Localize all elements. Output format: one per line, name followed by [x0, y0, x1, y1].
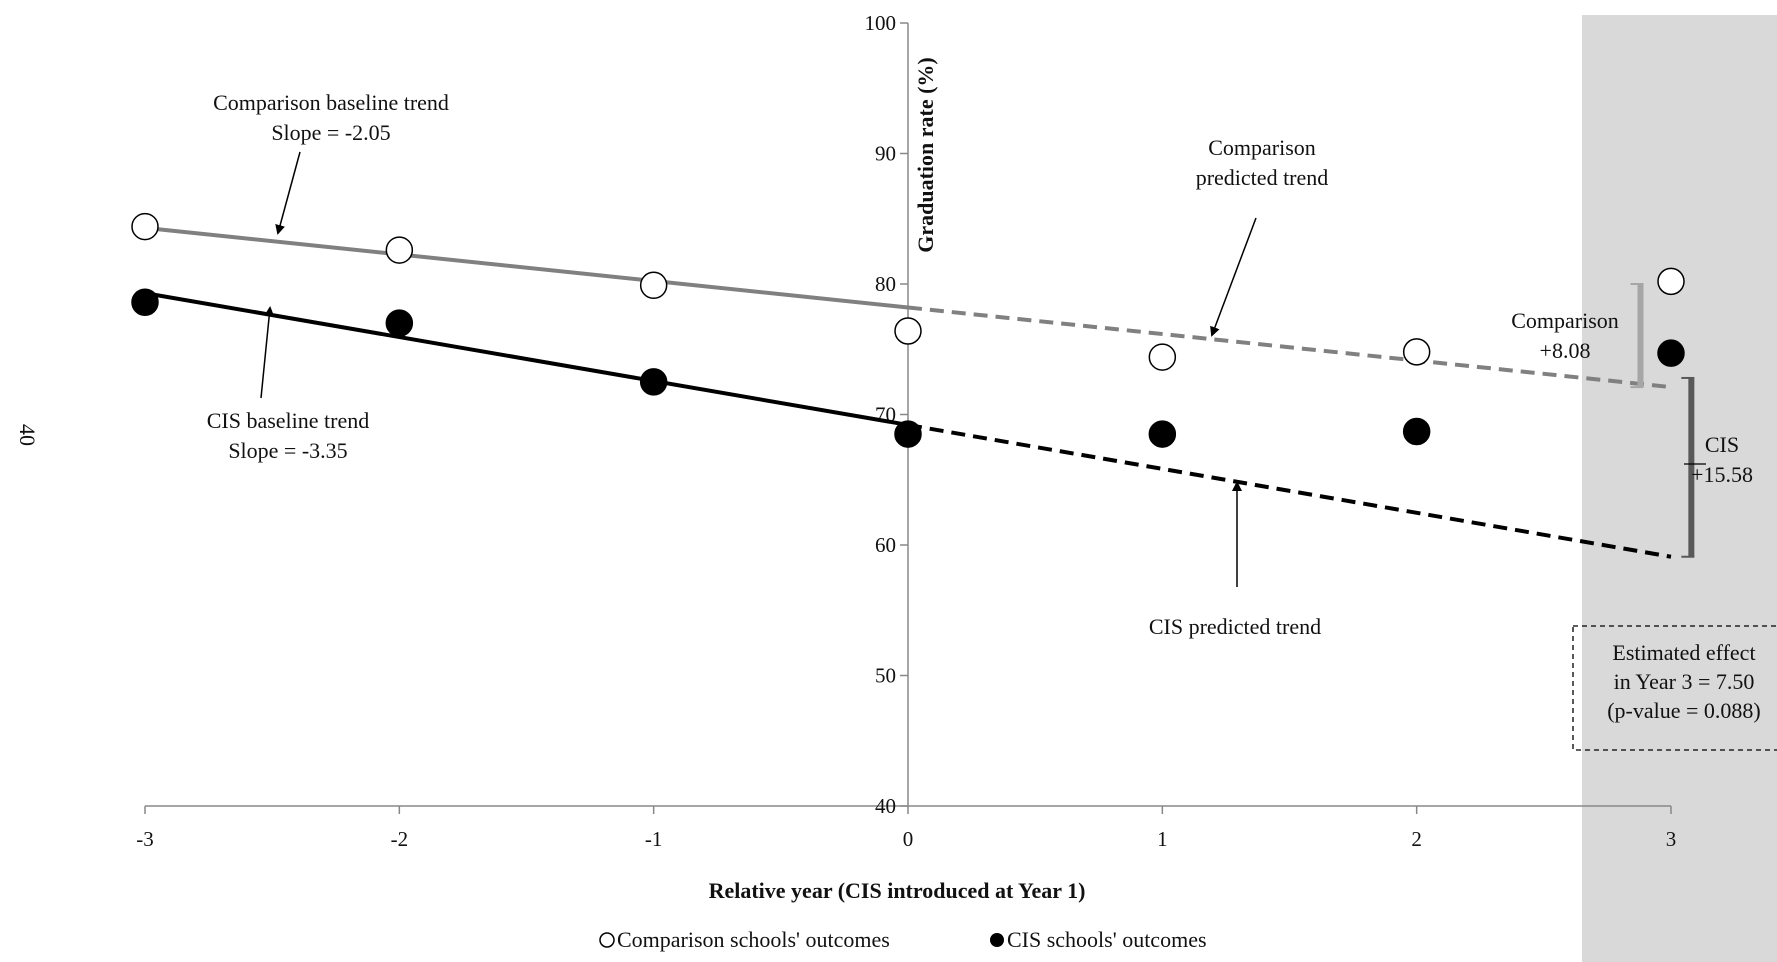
comparison-point	[131, 212, 159, 241]
annotation-cis-gain: CIS +15.58	[1684, 432, 1753, 487]
x-tick-label: -1	[645, 827, 663, 851]
effect-box-line: in Year 3 = 7.50	[1614, 669, 1755, 694]
cis-baseline-trend-line	[144, 291, 909, 427]
data-points	[131, 212, 1685, 448]
arrow	[1210, 217, 1257, 337]
legend: Comparison schools' outcomes CIS schools…	[599, 927, 1207, 952]
effect-box-border	[1572, 625, 1777, 751]
legend-label-comparison: Comparison schools' outcomes	[617, 927, 890, 952]
svg-text:Comparison: Comparison	[1208, 135, 1316, 160]
x-tick-label: 1	[1157, 827, 1168, 851]
cis-point	[894, 420, 922, 448]
svg-text:Estimated effect: Estimated effect	[1612, 640, 1755, 665]
cis-predicted-trend-line	[907, 422, 1672, 559]
y-axis-label: Graduation rate (%)	[913, 57, 938, 253]
cis-point	[639, 368, 668, 396]
annotation-comparison-predicted: Comparison predicted trend	[1196, 135, 1329, 337]
effect-box-line: Estimated effect	[1612, 640, 1755, 665]
comparison-point	[1148, 343, 1177, 371]
x-tick-label: -2	[391, 827, 409, 851]
svg-text:predicted trend: predicted trend	[1196, 165, 1329, 190]
annotation-line: CIS baseline trend	[207, 408, 370, 433]
svg-text:CIS baseline trend: CIS baseline trend	[207, 408, 370, 433]
annotation-line: +8.08	[1540, 338, 1591, 363]
cis-point	[1657, 339, 1685, 367]
x-tick-label: -3	[136, 827, 154, 851]
y-tick-label: 90	[875, 142, 896, 166]
svg-text:Slope = -3.35: Slope = -3.35	[228, 438, 347, 463]
x-tick-label: 3	[1666, 827, 1677, 851]
legend-item-comparison: Comparison schools' outcomes	[599, 927, 890, 952]
annotation-line: +15.58	[1691, 462, 1753, 487]
page-number: 40	[15, 424, 40, 446]
cis-point	[1148, 420, 1177, 448]
annotation-comparison-gain: Comparison +8.08	[1511, 308, 1619, 363]
annotation-cis-predicted: CIS predicted trend	[1149, 481, 1321, 639]
cis-point	[1402, 417, 1431, 446]
svg-text:Slope = -2.05: Slope = -2.05	[271, 120, 390, 145]
annotation-line: CIS predicted trend	[1149, 614, 1321, 639]
x-tick-label: 2	[1411, 827, 1422, 851]
svg-text:Comparison baseline trend: Comparison baseline trend	[213, 90, 449, 115]
legend-filled-circle-icon	[990, 933, 1004, 947]
comparison-predicted-trend-line	[907, 305, 1672, 390]
annotation-line: Comparison baseline trend	[213, 90, 449, 115]
comparison-gain-bar	[1637, 284, 1644, 388]
annotation-comparison-baseline: Comparison baseline trend Slope = -2.05	[213, 90, 449, 235]
comparison-point	[639, 271, 668, 300]
x-axis-label: Relative year (CIS introduced at Year 1)	[709, 878, 1086, 903]
annotation-cis-baseline: CIS baseline trend Slope = -3.35	[207, 306, 370, 463]
svg-text:Comparison: Comparison	[1511, 308, 1619, 333]
svg-text:CIS: CIS	[1705, 432, 1739, 457]
annotation-line: Slope = -2.05	[271, 120, 390, 145]
x-tick-label: 0	[903, 827, 914, 851]
svg-text:CIS predicted trend: CIS predicted trend	[1149, 614, 1321, 639]
svg-text:in Year 3 = 7.50: in Year 3 = 7.50	[1614, 669, 1755, 694]
annotation-line: Comparison	[1511, 308, 1619, 333]
arrow	[260, 306, 275, 399]
svg-text:+8.08: +8.08	[1540, 338, 1591, 363]
y-tick-label: 50	[875, 664, 896, 688]
legend-item-cis: CIS schools' outcomes	[990, 927, 1207, 952]
cis-point	[385, 309, 414, 337]
comparison-point	[385, 236, 414, 264]
annotation-line: Slope = -3.35	[228, 438, 347, 463]
comparison-point	[1657, 267, 1685, 296]
annotation-line: Comparison	[1208, 135, 1316, 160]
legend-label-cis: CIS schools' outcomes	[1007, 927, 1207, 952]
year3-shaded-region	[1581, 15, 1777, 962]
svg-text:+15.58: +15.58	[1691, 462, 1753, 487]
cis-gain-bar	[1688, 377, 1695, 557]
x-axis-ticks: -3 -2 -1 0 1 2 3	[136, 806, 1676, 851]
y-tick-label: 80	[875, 272, 896, 296]
effect-box-line: (p-value = 0.088)	[1607, 698, 1761, 723]
arrow	[275, 151, 301, 235]
deviation-bars	[1630, 283, 1695, 558]
svg-text:(p-value = 0.088): (p-value = 0.088)	[1607, 698, 1761, 723]
effect-box: Estimated effect in Year 3 = 7.50 (p-val…	[1572, 625, 1777, 751]
y-tick-label: 40	[875, 794, 896, 818]
legend-open-circle-icon	[599, 932, 615, 948]
cis-point	[131, 288, 159, 317]
annotation-line: predicted trend	[1196, 165, 1329, 190]
comparison-point	[1402, 338, 1431, 366]
comparison-point	[894, 317, 922, 345]
comparison-baseline-trend-line	[144, 225, 909, 310]
y-tick-label: 60	[875, 533, 896, 557]
y-tick-label: 100	[865, 11, 897, 35]
annotation-line: CIS	[1705, 432, 1739, 457]
